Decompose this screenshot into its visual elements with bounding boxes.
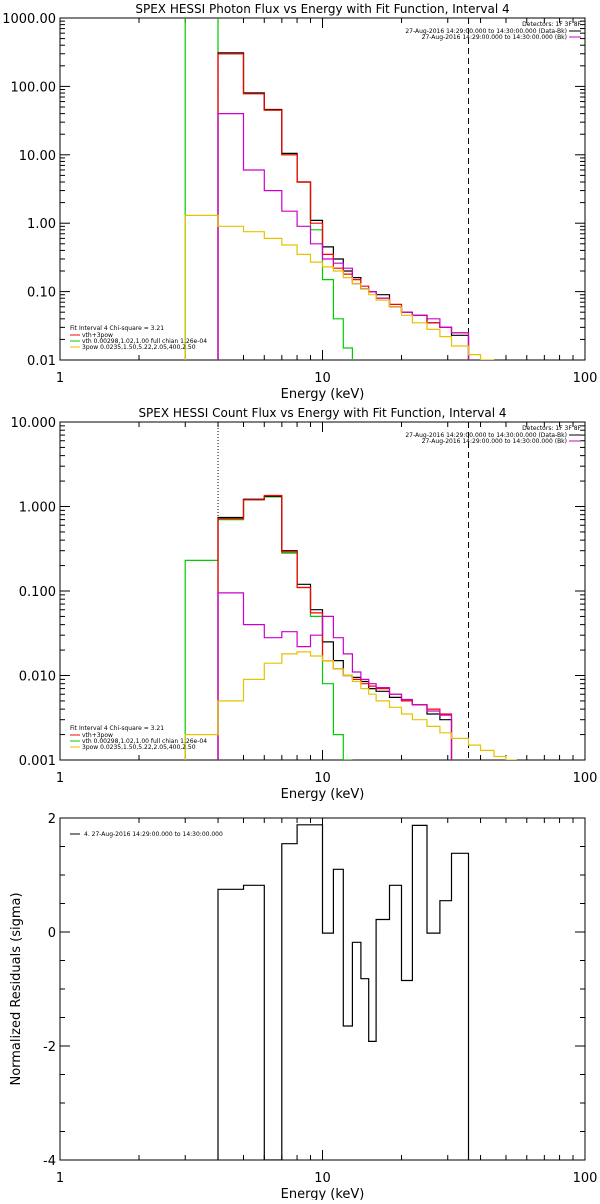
y-tick-label: 0 (48, 926, 56, 941)
series-line (184, 651, 517, 760)
x-tick-label: 100 (573, 371, 598, 386)
x-axis: 1 10 100 Energy (keV) (56, 18, 598, 402)
x-axis-label: Energy (keV) (281, 387, 365, 402)
y-tick-label: 10.000 (11, 416, 57, 431)
legend-entry: 3pow 0.0235,1.50,5.22,2.05,400,2.50 (82, 344, 196, 351)
plot-frame (59, 421, 586, 761)
series-line (184, 18, 362, 360)
series-line (217, 592, 453, 760)
panel-2: 1 10 100 Energy (keV) 0.001 0.010 0.100 1.000 10… (11, 406, 598, 802)
x-tick-label: 1 (56, 1171, 64, 1186)
legend-entry: 27-Aug-2016 14:29:00.000 to 14:30:00.000… (422, 34, 567, 41)
series-line (184, 496, 353, 760)
y-tick-label: 10.00 (19, 149, 56, 164)
y-axis-label: Normalized Residuals (sigma) (9, 892, 24, 1085)
plot-area (184, 18, 494, 360)
legend-heading: Fit Interval 4 Chi-square = 3.21 (70, 725, 164, 732)
x-axis: 1 10 100 Energy (keV) (56, 422, 598, 802)
y-axis: 0.001 0.010 0.100 1.000 10.000 (11, 416, 585, 769)
y-axis: -4 -2 0 2 Normalized Residuals (sigma) (9, 812, 585, 1169)
legend-entry: 3pow 0.0235,1.50,5.22,2.05,400,2.50 (82, 744, 196, 751)
legend-heading: Detectors: 1F 3F 8F (522, 425, 581, 432)
y-tick-label: 0.10 (27, 286, 56, 301)
y-tick-label: 2 (48, 812, 56, 827)
x-tick-label: 10 (314, 1171, 331, 1186)
legend-fit: Fit Interval 4 Chi-square = 3.21vth+3pow… (70, 325, 207, 351)
series-line (217, 494, 453, 760)
y-tick-label: 0.001 (19, 754, 56, 769)
plot-area (217, 824, 470, 1160)
legend-heading: Detectors: 1F 3F 8F (522, 21, 581, 28)
x-tick-label: 1 (56, 771, 64, 786)
legend-entry: 27-Aug-2016 14:29:00.000 to 14:30:00.000… (405, 28, 567, 35)
panel-1: 1 10 100 Energy (keV) 0.01 0.10 1.00 10.00 100.0… (2, 2, 598, 402)
chart-title: SPEX HESSI Count Flux vs Energy with Fit… (138, 406, 506, 420)
y-tick-label: 0.010 (19, 670, 56, 685)
legend-heading: Fit Interval 4 Chi-square = 3.21 (70, 325, 164, 332)
legend-entry: vth 0.00298,1.02,1.00 full chian 1.26e-0… (82, 738, 207, 745)
legend-interval: 4. 27-Aug-2016 14:29:00.000 to 14:30:00.… (70, 831, 223, 838)
x-tick-label: 10 (314, 371, 331, 386)
y-axis: 0.01 0.10 1.00 10.00 100.00 1000.00 (2, 12, 585, 369)
plot-area (184, 422, 517, 760)
legend-entry: 27-Aug-2016 14:29:00.000 to 14:30:00.000… (405, 432, 567, 439)
legend-fit: Fit Interval 4 Chi-square = 3.21vth+3pow… (70, 725, 207, 751)
series-line (217, 53, 470, 360)
y-tick-label: 0.01 (27, 354, 56, 369)
legend-entry: vth+3pow (82, 332, 113, 339)
chart-title: SPEX HESSI Photon Flux vs Energy with Fi… (135, 2, 509, 16)
x-tick-label: 100 (573, 1171, 598, 1186)
x-axis-label: Energy (keV) (281, 787, 365, 802)
legend-entry: vth 0.00298,1.02,1.00 full chian 1.26e-0… (82, 338, 207, 345)
y-tick-label: 1.000 (19, 501, 56, 516)
x-tick-label: 100 (573, 771, 598, 786)
x-tick-label: 10 (314, 771, 331, 786)
x-axis-label: Energy (keV) (281, 1187, 365, 1200)
y-tick-label: 100.00 (11, 80, 57, 95)
plot-frame (59, 17, 586, 361)
legend-entry: 4. 27-Aug-2016 14:29:00.000 to 14:30:00.… (84, 831, 223, 838)
legend-entry: vth+3pow (82, 732, 113, 739)
series-line (217, 495, 453, 760)
series-line (184, 214, 494, 360)
y-tick-label: 1000.00 (2, 12, 56, 27)
y-tick-label: -4 (43, 1154, 56, 1169)
legend-entry: 27-Aug-2016 14:29:00.000 to 14:30:00.000… (422, 438, 567, 445)
x-tick-label: 1 (56, 371, 64, 386)
y-tick-label: 1.00 (27, 217, 56, 232)
series-line (217, 52, 470, 360)
series-line (217, 824, 470, 1160)
x-axis: 1 10 100 Energy (keV) (56, 818, 598, 1202)
y-tick-label: 0.100 (19, 585, 56, 600)
y-tick-label: -2 (43, 1040, 56, 1055)
panel-3: 1 10 100 Energy (keV) -4 -2 0 2 Normalized Resid… (9, 812, 598, 1202)
